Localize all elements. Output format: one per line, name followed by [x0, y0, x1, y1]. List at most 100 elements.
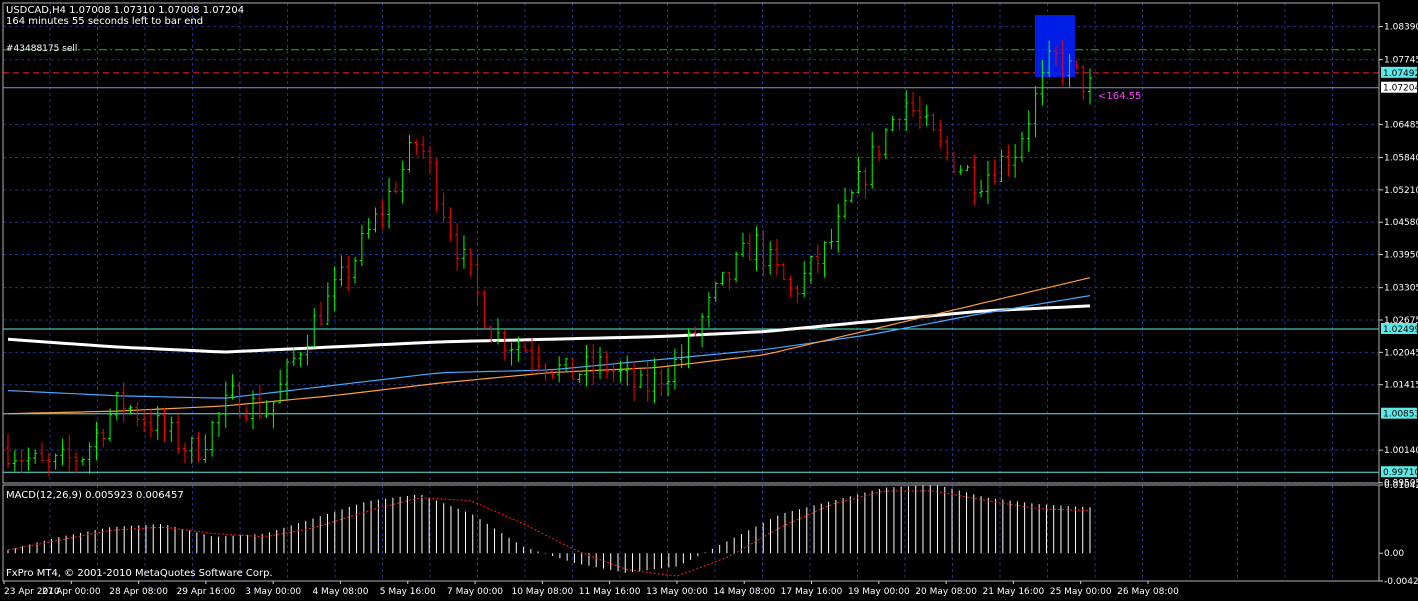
- ohlc-bar: [468, 248, 473, 277]
- ohlc-bar: [291, 347, 296, 367]
- price-tick-label: 1.00140: [1384, 446, 1418, 456]
- time-tick-label: 27 Apr 00:00: [42, 587, 101, 597]
- ohlc-bar: [196, 432, 201, 462]
- ohlc-bar: [829, 228, 834, 250]
- chart-frame: [2, 2, 1380, 582]
- ohlc-bar: [774, 238, 779, 276]
- ohlc-bar: [257, 384, 262, 420]
- ohlc-bar: [754, 226, 759, 272]
- ohlc-bar: [808, 255, 813, 285]
- ohlc-bar: [598, 346, 603, 379]
- ohlc-bar: [529, 338, 534, 374]
- ohlc-bar: [264, 400, 269, 418]
- ohlc-bar: [740, 232, 745, 258]
- ohlc-bar: [1067, 53, 1072, 88]
- ohlc-bar: [761, 230, 766, 277]
- ohlc-bar: [917, 96, 922, 129]
- ohlc-bar: [693, 326, 698, 337]
- ohlc-bar: [1019, 131, 1024, 162]
- ohlc-bar: [788, 275, 793, 298]
- price-label-level: 1.00853: [1383, 410, 1418, 420]
- ohlc-bar: [849, 190, 854, 203]
- ohlc-bar: [945, 135, 950, 161]
- ohlc-bar: [720, 271, 725, 286]
- ohlc-bar: [666, 367, 671, 397]
- ohlc-bar: [727, 271, 732, 290]
- time-tick-label: 4 May 08:00: [312, 587, 368, 597]
- time-tick-label: 7 May 00:00: [447, 587, 503, 597]
- ohlc-bar: [441, 192, 446, 222]
- ohlc-bar: [387, 178, 392, 229]
- ohlc-bar: [461, 235, 466, 269]
- time-tick-label: 26 May 08:00: [1117, 587, 1179, 597]
- ohlc-bar: [904, 90, 909, 131]
- bar-timer: 164 minutes 55 seconds left to bar end: [6, 16, 203, 27]
- ohlc-bar: [230, 374, 235, 400]
- macd-axis: 0.01042 0.00 -0.00424: [1379, 481, 1418, 587]
- price-bars: [6, 40, 1092, 476]
- price-label-box: [1381, 407, 1417, 419]
- ohlc-bar: [836, 204, 841, 253]
- ohlc-bar: [189, 436, 194, 464]
- ohlc-bar: [965, 165, 970, 172]
- ohlc-bar: [652, 358, 657, 404]
- ohlc-bar: [121, 382, 126, 423]
- ohlc-bar: [883, 127, 888, 160]
- ohlc-bar: [216, 411, 221, 437]
- ohlc-bar: [250, 390, 255, 430]
- ohlc-bar: [672, 348, 677, 390]
- macd-tick-label: 0.00: [1384, 549, 1404, 559]
- time-tick-label: 23 Apr 2010: [4, 587, 60, 597]
- ohlc-bar: [393, 181, 398, 194]
- ohlc-bar: [455, 223, 460, 271]
- ohlc-bar: [958, 164, 963, 175]
- macd-tick-label: 0.01042: [1384, 481, 1418, 491]
- ohlc-bar: [155, 405, 160, 441]
- ohlc-bar: [1081, 65, 1086, 101]
- ohlc-bar: [312, 308, 317, 347]
- ohlc-bar: [584, 344, 589, 387]
- time-tick-label: 17 May 16:00: [781, 587, 843, 597]
- ohlc-bar: [271, 402, 276, 429]
- horizontal-levels: [3, 49, 1379, 473]
- ohlc-bar: [802, 260, 807, 298]
- ohlc-bar: [822, 241, 827, 278]
- ohlc-bar: [325, 282, 330, 325]
- ohlc-bar: [1088, 68, 1092, 105]
- ohlc-bar: [543, 362, 548, 381]
- ohlc-bar: [1053, 46, 1058, 67]
- ohlc-bar: [951, 152, 956, 174]
- ohlc-bar: [135, 402, 140, 427]
- ohlc-bar: [101, 428, 106, 448]
- ohlc-bar: [128, 405, 133, 415]
- ohlc-bar: [1006, 144, 1011, 177]
- symbol-line: USDCAD,H4 1.07008 1.07310 1.07008 1.0720…: [6, 5, 244, 16]
- ohlc-bar: [359, 224, 364, 267]
- ohlc-bar: [87, 442, 92, 475]
- ohlc-bar: [911, 92, 916, 117]
- price-tick-label: 1.03950: [1384, 251, 1418, 261]
- price-tick-label: 1.02045: [1384, 348, 1418, 358]
- ohlc-bar: [400, 160, 405, 204]
- ohlc-bar: [373, 207, 378, 233]
- macd-signal-line: [7, 490, 1091, 577]
- ohlc-bar: [768, 241, 773, 275]
- ohlc-bar: [992, 159, 997, 185]
- ohlc-bar: [142, 411, 147, 433]
- ohlc-bar: [632, 360, 637, 402]
- ohlc-bar: [305, 334, 310, 366]
- ohlc-bar: [33, 449, 38, 464]
- ohlc-bar: [536, 344, 541, 374]
- price-tick-label: 1.07745: [1384, 56, 1418, 66]
- ma-slow-line: [7, 304, 1091, 354]
- ohlc-bar: [877, 146, 882, 162]
- ohlc-bar: [346, 256, 351, 292]
- time-tick-label: 11 May 16:00: [579, 587, 641, 597]
- price-tick-label: 0.99505: [1384, 479, 1418, 489]
- ohlc-bar: [734, 251, 739, 283]
- price-label-bid: 1.07204: [1383, 84, 1418, 94]
- macd-panel: [7, 484, 1091, 577]
